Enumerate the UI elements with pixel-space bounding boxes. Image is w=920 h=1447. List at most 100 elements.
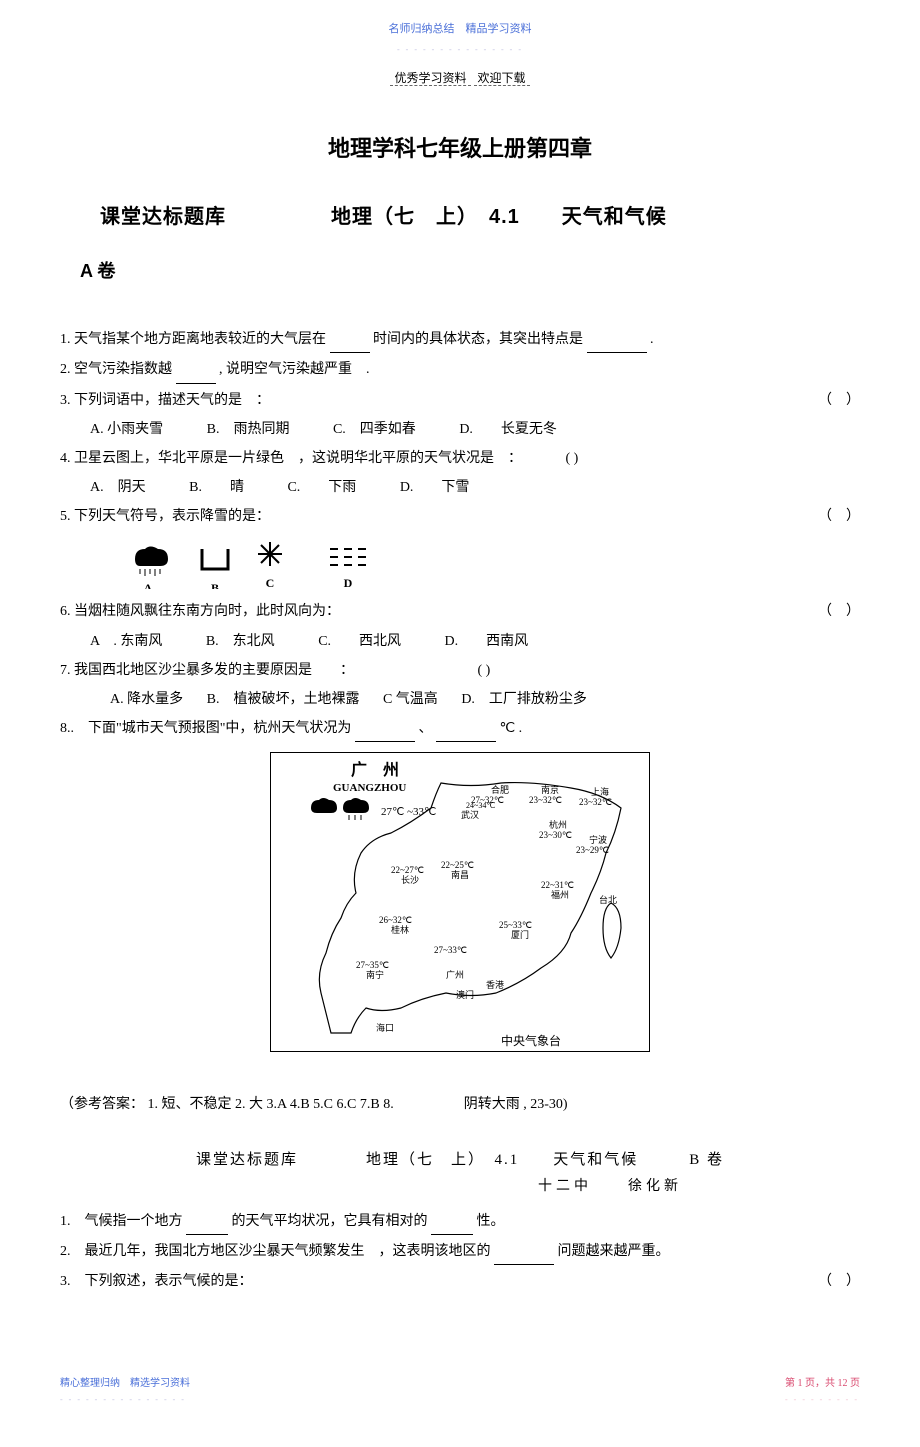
svg-text:25~33℃: 25~33℃ [499,920,532,930]
page-footer: 精心整理归纳 精选学习资料 - - - - - - - - - - - - - … [60,1375,860,1407]
q5-label-c: C [266,576,275,589]
q3-opt-c: C. 四季如春 [333,417,416,442]
svg-text:澳门: 澳门 [456,989,474,1000]
svg-text:24~34℃: 24~34℃ [466,801,495,810]
footer-right-suf: 页 [848,1378,861,1389]
svg-text:合肥: 合肥 [491,784,509,795]
q6-options: A . 东南风 B. 东北风 C. 西北风 D. 西南风 [60,629,860,654]
question-5: 5. 下列天气符号，表示降雪的是： （ ） [60,504,860,529]
b3-text: 3. 下列叙述，表示气候的是： [60,1274,253,1289]
svg-text:长沙: 长沙 [401,874,419,885]
svg-text:23~32℃: 23~32℃ [529,795,562,805]
map-footer: 中央气象台 [501,1033,561,1048]
q5-label-b: B [211,581,219,589]
q4-opt-c: C. 下雨 [287,475,356,500]
q1-blank2 [587,327,647,353]
paper-a-label: A 卷 [80,255,860,287]
sub-header-left: 优秀学习资料 [390,71,470,86]
q2-pre: 2. 空气污染指数越 [60,362,172,377]
svg-text:22~31℃: 22~31℃ [541,880,574,890]
q3-paren: （ ） [818,388,860,413]
footer-left-text: 精心整理归纳 精选学习资料 [60,1378,190,1389]
q3-opt-b: B. 雨热同期 [207,417,290,442]
footer-right: 第 1 页，共 12 页 - - - - - - - - - [785,1375,860,1407]
weather-map-svg: 广 州 GUANGZHOU 27℃ ~33℃ 合肥27~32℃ 南京23~32℃… [270,752,650,1052]
q5-label-d: D [344,576,353,589]
q4-options: A. 阴天 B. 晴 C. 下雨 D. 下雪 [60,475,860,500]
q4-opt-d: D. 下雪 [400,475,470,500]
q7-paren: ( ) [478,663,491,678]
q6-paren: （ ） [818,599,860,624]
b1-mid: 的天气平均状况，它具有相对的 [232,1214,428,1229]
footer-left-dots: - - - - - - - - - - - - - - - [60,1393,860,1407]
q6-opt-b: B. 东北风 [206,629,275,654]
svg-text:22~25℃: 22~25℃ [441,860,474,870]
footer-left: 精心整理归纳 精选学习资料 - - - - - - - - - - - - - … [60,1375,860,1407]
answer-line: （参考答案： 1. 短、不稳定 2. 大 3.A 4.B 5.C 6.C 7.B… [60,1092,860,1117]
footer-right-mid2: 页，共 [803,1378,838,1389]
question-6: 6. 当烟柱随风飘往东南方向时，此时风向为： （ ） [60,599,860,624]
question-3: 3. 下列词语中，描述天气的是 ： （ ） [60,388,860,413]
svg-text:27~33℃: 27~33℃ [434,945,467,955]
header-tag-text: 名师归纳总结 精品学习资料 [389,23,532,35]
svg-text:23~32℃: 23~32℃ [579,797,612,807]
map-temp: 27℃ ~33℃ [381,806,436,818]
q5-paren: （ ） [818,504,860,529]
q1-blank1 [330,327,370,353]
svg-text:武汉: 武汉 [461,809,479,820]
question-b3: 3. 下列叙述，表示气候的是： （ ） [60,1269,860,1294]
q5-text: 5. 下列天气符号，表示降雪的是： [60,509,270,524]
q8-blank1 [355,716,415,742]
footer-right-dots: - - - - - - - - - [785,1393,860,1407]
map-subtitle: GUANGZHOU [333,782,406,794]
svg-text:福州: 福州 [551,889,569,900]
svg-text:宁波: 宁波 [589,834,607,845]
question-1: 1. 天气指某个地方距离地表较近的大气层在 时间内的具体状态，其突出特点是 . [60,327,860,353]
b1-blank2 [431,1209,473,1235]
section-b-title: 课堂达标题库 地理（七 上） 4.1 天气和气候 B 卷 [60,1147,860,1174]
b3-paren: （ ） [818,1269,860,1294]
question-4: 4. 卫星云图上，华北平原是一片绿色 ，这说明华北平原的天气状况是 ： ( ) [60,446,860,471]
svg-text:南宁: 南宁 [366,969,384,980]
svg-text:桂林: 桂林 [391,924,409,935]
section-b-sub: 十二中 徐化新 [60,1174,860,1199]
q8-blank2 [436,716,496,742]
q7-opt-c: C 气温高 [383,687,438,712]
q3-text: 3. 下列词语中，描述天气的是 ： [60,393,270,408]
svg-text:南昌: 南昌 [451,869,469,880]
question-2: 2. 空气污染指数越 , 说明空气污染越严重 . [60,357,860,383]
b2-pre: 2. 最近几年，我国北方地区沙尘暴天气频繁发生 ，这表明该地区的 [60,1244,491,1259]
svg-text:海口: 海口 [376,1022,394,1033]
svg-text:台北: 台北 [599,894,617,905]
question-b2: 2. 最近几年，我国北方地区沙尘暴天气频繁发生 ，这表明该地区的 问题越来越严重… [60,1239,860,1265]
q2-blank [176,357,216,383]
q5-label-a: A [144,581,153,589]
q8-mid: 、 [418,721,432,736]
svg-text:23~29℃: 23~29℃ [576,845,609,855]
svg-text:22~27℃: 22~27℃ [391,865,424,875]
svg-text:23~30℃: 23~30℃ [539,830,572,840]
svg-text:杭州: 杭州 [549,819,567,830]
map-title: 广 州 [351,760,399,779]
footer-total: 12 [838,1378,848,1389]
b2-blank [494,1239,554,1265]
q6-opt-a: A . 东南风 [90,629,162,654]
q7-text: 7. 我国西北地区沙尘暴多发的主要原因是 ： [60,663,354,678]
footer-right-pre: 第 [785,1378,798,1389]
q3-options: A. 小雨夹雪 B. 雨热同期 C. 四季如春 D. 长夏无冬 [60,417,860,442]
section-title: 课堂达标题库 地理（七 上） 4.1 天气和气候 [100,199,860,235]
question-8: 8.. 下面"城市天气预报图"中，杭州天气状况为 、 ℃ . [60,716,860,742]
svg-text:27~35℃: 27~35℃ [356,960,389,970]
q5-symbols: A B C D [60,539,860,589]
q3-opt-a: A. 小雨夹雪 [90,417,163,442]
q7-opt-a: A. 降水量多 [110,687,183,712]
q6-opt-c: C. 西北风 [318,629,401,654]
q3-opt-d: D. 长夏无冬 [459,417,557,442]
q7-opt-b: B. 植被破坏，土地裸露 [207,687,360,712]
question-7: 7. 我国西北地区沙尘暴多发的主要原因是 ： ( ) [60,658,860,683]
q7-opt-d: D. 工厂排放粉尘多 [461,687,587,712]
header-dots: - - - - - - - - - - - - - - - [397,45,523,54]
question-b1: 1. 气候指一个地方 的天气平均状况，它具有相对的 性。 [60,1209,860,1235]
q6-opt-d: D. 西南风 [445,629,529,654]
q6-text: 6. 当烟柱随风飘往东南方向时，此时风向为： [60,604,340,619]
